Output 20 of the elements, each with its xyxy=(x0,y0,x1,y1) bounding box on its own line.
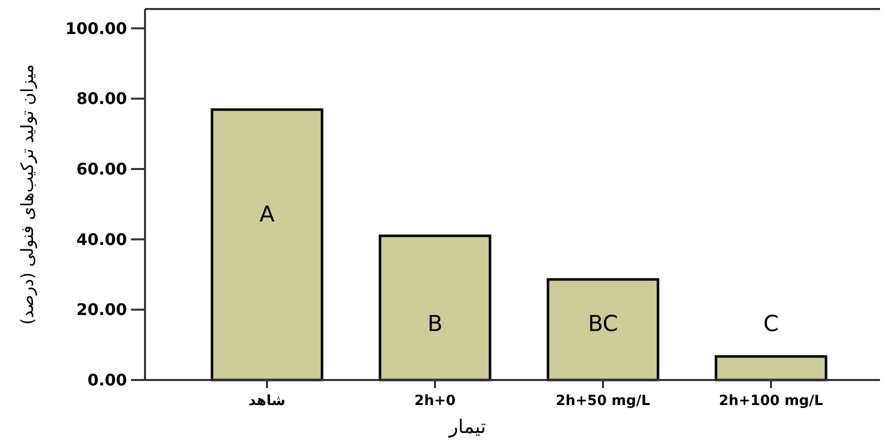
x-tick-label: 2h+50 mg/L xyxy=(556,393,650,409)
y-tick-label: 20.00 xyxy=(76,300,127,320)
y-axis-title: میزان تولید ترکیب‌های فنولی (درصد) xyxy=(18,64,38,325)
x-tick-label: شاهد xyxy=(248,393,286,409)
bar xyxy=(714,355,828,382)
bar xyxy=(378,234,492,382)
y-tick-label: 80.00 xyxy=(76,89,127,108)
bar xyxy=(210,108,324,382)
annotation: C xyxy=(763,312,779,337)
annotation: BC xyxy=(588,312,618,337)
y-tick-label: 60.00 xyxy=(76,160,127,179)
bar xyxy=(546,278,660,382)
annotation: A xyxy=(259,202,275,228)
x-axis-title: تیمار xyxy=(448,416,486,438)
y-tick-label: 40.00 xyxy=(76,230,127,249)
annotation: B xyxy=(427,312,443,337)
y-tick-label: 100.00 xyxy=(65,18,127,38)
x-tick-label: 2h+100 mg/L xyxy=(718,393,824,409)
y-tick-label: 0.00 xyxy=(88,370,127,390)
x-tick-label: 2h+0 xyxy=(414,393,456,409)
